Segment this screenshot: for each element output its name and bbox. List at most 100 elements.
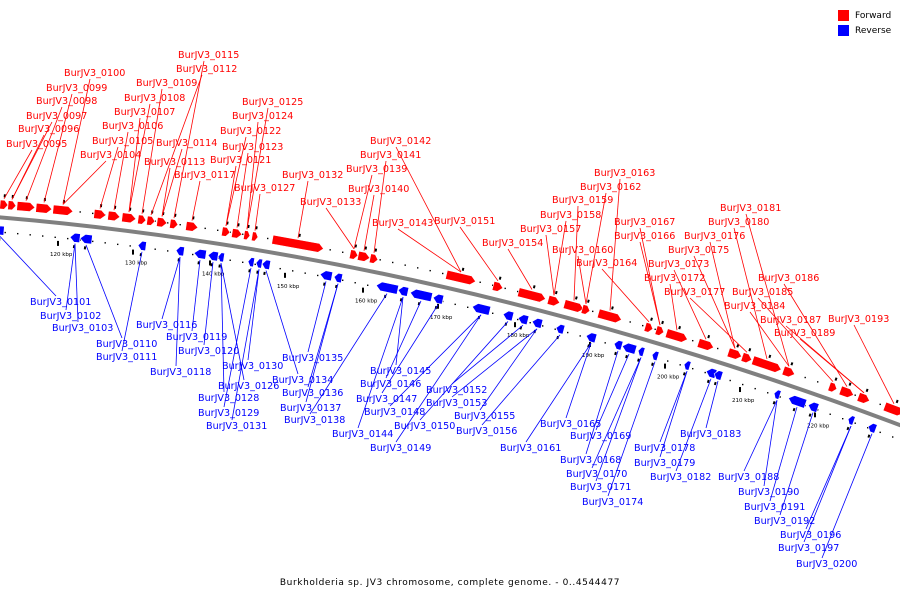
forward-gene-label[interactable]: BurJV3_0166 (614, 231, 675, 242)
reverse-gene-label[interactable]: BurJV3_0147 (356, 394, 417, 405)
forward-gene-arrow[interactable] (838, 380, 857, 399)
forward-gene-label[interactable]: BurJV3_0125 (242, 97, 303, 108)
forward-gene-label[interactable]: BurJV3_0163 (594, 168, 655, 179)
forward-gene-arrow[interactable] (491, 276, 505, 293)
reverse-gene-label[interactable]: BurJV3_0148 (364, 407, 425, 418)
reverse-gene-label[interactable]: BurJV3_0145 (370, 366, 431, 377)
forward-gene-label[interactable]: BurJV3_0114 (156, 138, 217, 149)
forward-gene-label[interactable]: BurJV3_0140 (348, 184, 409, 195)
forward-gene-label[interactable]: BurJV3_0112 (176, 64, 237, 75)
forward-gene-arrow[interactable] (781, 360, 798, 378)
forward-gene-label[interactable]: BurJV3_0113 (144, 157, 205, 168)
forward-gene-label[interactable]: BurJV3_0184 (724, 301, 785, 312)
reverse-gene-label[interactable]: BurJV3_0182 (650, 472, 711, 483)
reverse-gene-label[interactable]: BurJV3_0150 (394, 421, 455, 432)
reverse-gene-label[interactable]: BurJV3_0197 (778, 543, 839, 554)
forward-gene-label[interactable]: BurJV3_0098 (36, 96, 97, 107)
reverse-gene-arrow[interactable] (771, 389, 782, 405)
reverse-gene-arrow[interactable] (530, 317, 544, 334)
forward-gene-label[interactable]: BurJV3_0177 (664, 287, 725, 298)
forward-gene-label[interactable]: BurJV3_0175 (668, 245, 729, 256)
reverse-gene-arrow[interactable] (785, 394, 808, 414)
forward-gene-label[interactable]: BurJV3_0167 (614, 217, 675, 228)
forward-gene-label[interactable]: BurJV3_0164 (576, 258, 637, 269)
reverse-gene-label[interactable]: BurJV3_0144 (332, 429, 393, 440)
forward-gene-label[interactable]: BurJV3_0100 (64, 68, 125, 79)
reverse-gene-label[interactable]: BurJV3_0126 (218, 381, 279, 392)
forward-gene-label[interactable]: BurJV3_0189 (774, 328, 835, 339)
reverse-gene-label[interactable]: BurJV3_0169 (570, 431, 631, 442)
forward-gene-label[interactable]: BurJV3_0162 (580, 182, 641, 193)
reverse-gene-arrow[interactable] (501, 310, 515, 327)
reverse-gene-label[interactable]: BurJV3_0128 (198, 393, 259, 404)
forward-gene-arrow[interactable] (516, 282, 548, 304)
forward-gene-label[interactable]: BurJV3_0105 (92, 136, 153, 147)
reverse-gene-label[interactable]: BurJV3_0116 (136, 320, 197, 331)
forward-gene-arrow[interactable] (856, 387, 873, 405)
forward-gene-label[interactable]: BurJV3_0139 (346, 164, 407, 175)
reverse-gene-label[interactable]: BurJV3_0103 (52, 323, 113, 334)
reverse-gene-label[interactable]: BurJV3_0200 (796, 559, 857, 570)
forward-gene-label[interactable]: BurJV3_0157 (520, 224, 581, 235)
forward-gene-arrow[interactable] (242, 224, 251, 241)
forward-gene-label[interactable]: BurJV3_0186 (758, 273, 819, 284)
reverse-gene-label[interactable]: BurJV3_0165 (540, 419, 601, 430)
reverse-gene-label[interactable]: BurJV3_0171 (570, 482, 631, 493)
reverse-gene-arrow[interactable] (374, 281, 400, 300)
forward-gene-label[interactable]: BurJV3_0180 (708, 217, 769, 228)
forward-gene-label[interactable]: BurJV3_0160 (552, 245, 613, 256)
reverse-gene-label[interactable]: BurJV3_0138 (284, 415, 345, 426)
reverse-gene-label[interactable]: BurJV3_0183 (680, 429, 741, 440)
reverse-gene-label[interactable]: BurJV3_0131 (206, 421, 267, 432)
reverse-gene-arrow[interactable] (649, 350, 660, 366)
reverse-gene-arrow[interactable] (79, 234, 93, 250)
reverse-gene-label[interactable]: BurJV3_0170 (566, 469, 627, 480)
reverse-gene-label[interactable]: BurJV3_0137 (280, 403, 341, 414)
forward-gene-arrow[interactable] (271, 229, 326, 253)
forward-gene-label[interactable]: BurJV3_0117 (174, 170, 235, 181)
forward-gene-arrow[interactable] (93, 203, 108, 220)
reverse-gene-label[interactable]: BurJV3_0130 (222, 361, 283, 372)
reverse-gene-arrow[interactable] (260, 259, 272, 276)
reverse-gene-label[interactable]: BurJV3_0119 (166, 332, 227, 343)
forward-gene-label[interactable]: BurJV3_0173 (648, 259, 709, 270)
reverse-gene-arrow[interactable] (216, 252, 226, 268)
forward-gene-label[interactable]: BurJV3_0096 (18, 124, 79, 135)
reverse-gene-arrow[interactable] (431, 293, 445, 310)
forward-gene-label[interactable]: BurJV3_0187 (760, 315, 821, 326)
forward-gene-label[interactable]: BurJV3_0106 (102, 121, 163, 132)
forward-gene-arrow[interactable] (221, 221, 231, 237)
forward-gene-label[interactable]: BurJV3_0172 (644, 273, 705, 284)
forward-gene-arrow[interactable] (231, 223, 243, 239)
forward-gene-arrow[interactable] (7, 194, 17, 211)
forward-gene-arrow[interactable] (107, 205, 121, 222)
reverse-gene-label[interactable]: BurJV3_0110 (96, 339, 157, 350)
reverse-gene-arrow[interactable] (69, 232, 81, 249)
forward-gene-arrow[interactable] (654, 320, 667, 337)
forward-gene-arrow[interactable] (740, 347, 755, 364)
reverse-gene-label[interactable]: BurJV3_0129 (198, 408, 259, 419)
forward-gene-label[interactable]: BurJV3_0109 (136, 78, 197, 89)
reverse-gene-label[interactable]: BurJV3_0111 (96, 352, 157, 363)
reverse-gene-label[interactable]: BurJV3_0168 (560, 455, 621, 466)
reverse-gene-label[interactable]: BurJV3_0156 (456, 426, 517, 437)
reverse-gene-label[interactable]: BurJV3_0191 (744, 502, 805, 513)
reverse-gene-arrow[interactable] (611, 339, 624, 356)
forward-gene-label[interactable]: BurJV3_0108 (124, 93, 185, 104)
reverse-gene-arrow[interactable] (516, 314, 530, 331)
reverse-gene-label[interactable]: BurJV3_0101 (30, 297, 91, 308)
reverse-gene-arrow[interactable] (408, 288, 434, 307)
forward-gene-arrow[interactable] (750, 350, 784, 374)
reverse-gene-label[interactable]: BurJV3_0161 (500, 443, 561, 454)
forward-gene-label[interactable]: BurJV3_0123 (222, 142, 283, 153)
reverse-gene-label[interactable]: BurJV3_0153 (426, 398, 487, 409)
reverse-gene-label[interactable]: BurJV3_0174 (582, 497, 643, 508)
forward-gene-arrow[interactable] (356, 245, 372, 262)
reverse-gene-label[interactable]: BurJV3_0190 (738, 487, 799, 498)
reverse-gene-label[interactable]: BurJV3_0120 (178, 346, 239, 357)
reverse-gene-label[interactable]: BurJV3_0192 (754, 516, 815, 527)
forward-gene-arrow[interactable] (827, 376, 841, 393)
forward-gene-label[interactable]: BurJV3_0176 (684, 231, 745, 242)
reverse-gene-label[interactable]: BurJV3_0135 (282, 353, 343, 364)
forward-gene-arrow[interactable] (137, 209, 147, 225)
